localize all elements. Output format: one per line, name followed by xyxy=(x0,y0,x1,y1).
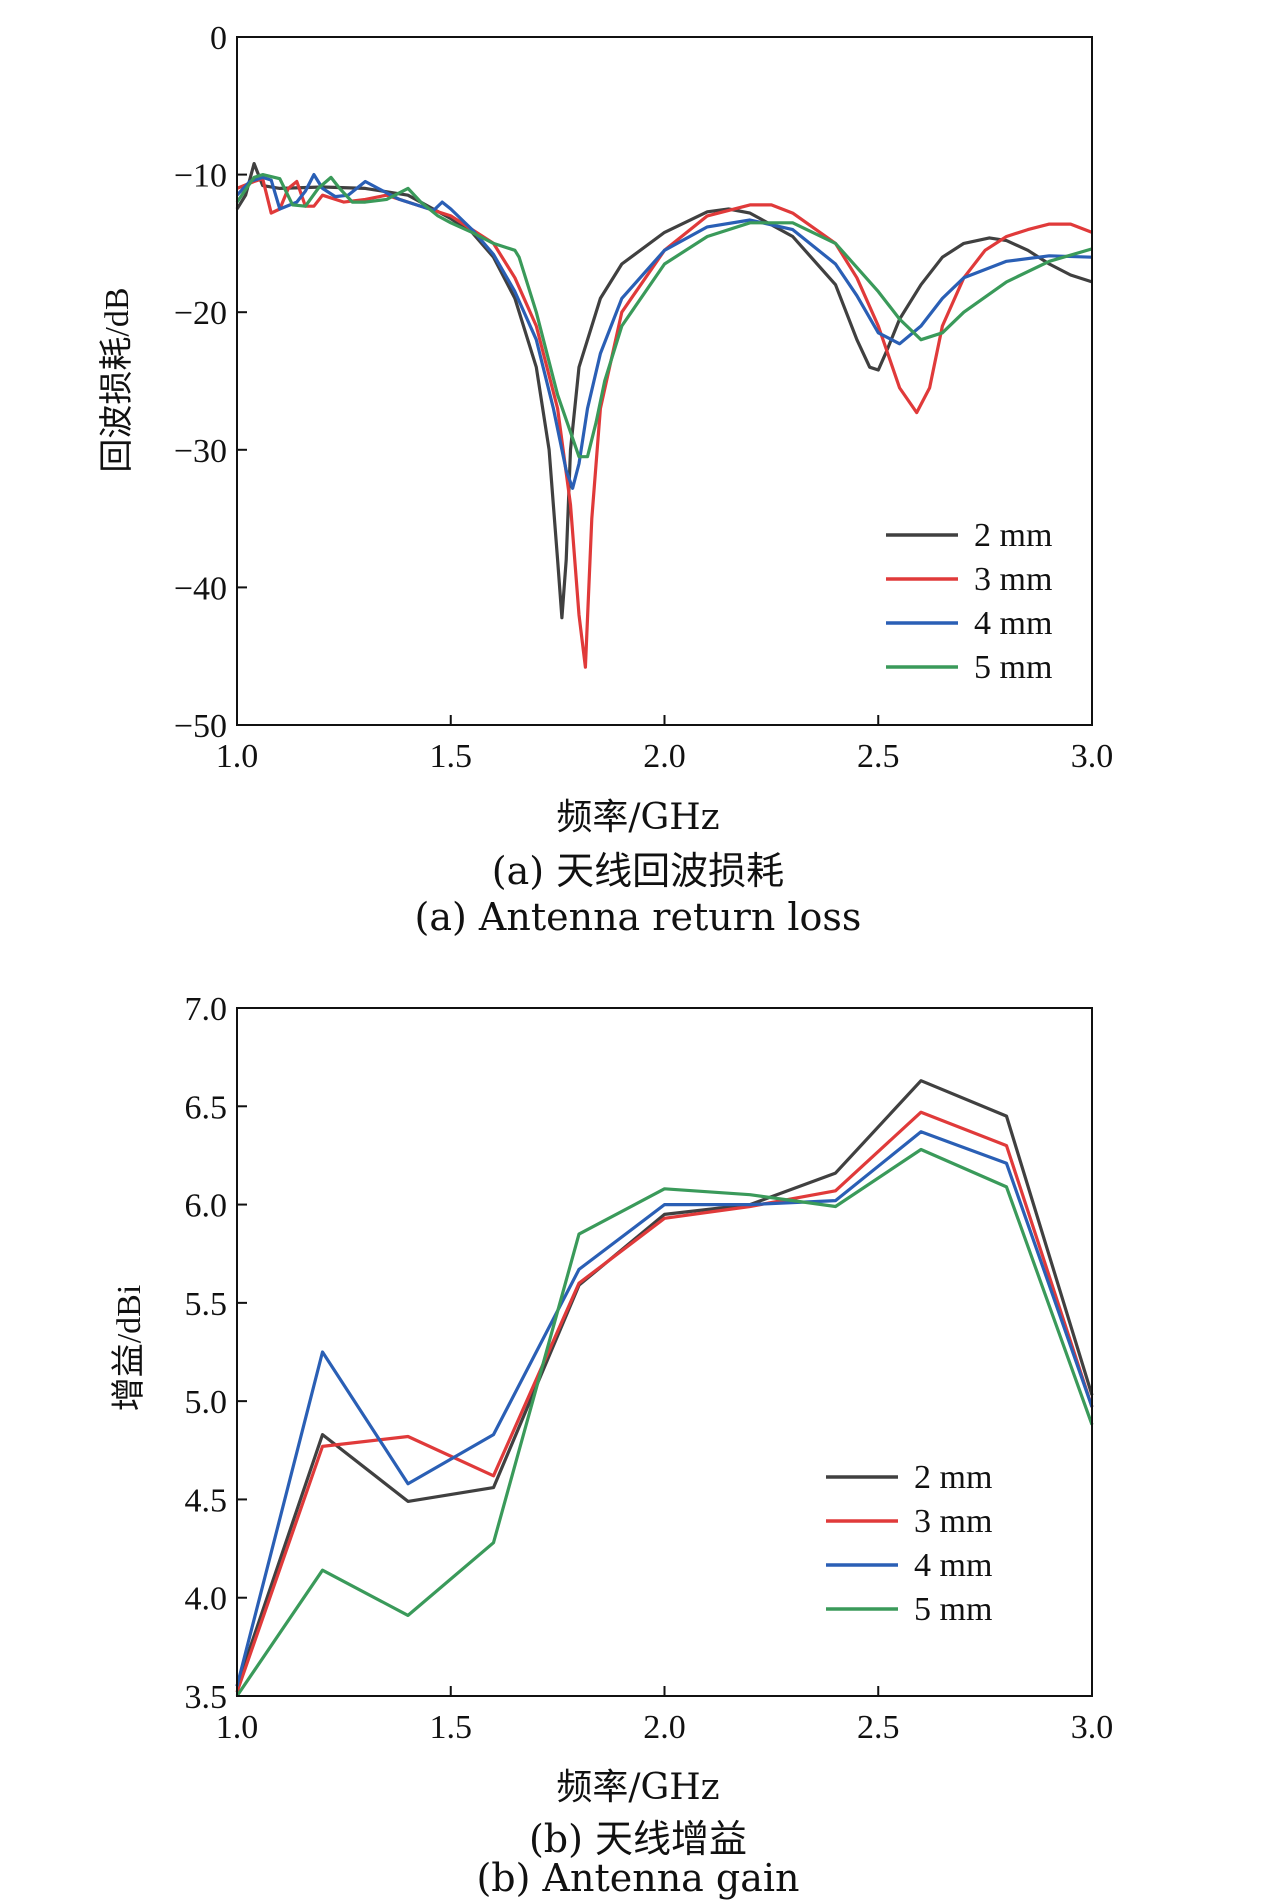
chart-b-legend-label: 3 mm xyxy=(914,1503,992,1540)
chart-a-ylabel: 回波损耗/dB xyxy=(98,287,136,472)
chart-b-caption-en: (b) Antenna gain xyxy=(476,1856,800,1900)
chart-b-legend: 2 mm 3 mm 4 mm 5 mm xyxy=(826,1459,992,1628)
chart-a-legend: 2 mm 3 mm 4 mm 5 mm xyxy=(886,517,1052,686)
chart-b-y-tick-label: 5.5 xyxy=(185,1286,228,1323)
chart-a-legend-label: 3 mm xyxy=(974,561,1052,598)
chart-b-legend-label: 4 mm xyxy=(914,1547,992,1584)
chart-b-series-lines xyxy=(235,1079,1094,1697)
chart-b-x-tick-label: 3.0 xyxy=(1071,1709,1114,1746)
chart-a-caption-en: (a) Antenna return loss xyxy=(414,895,862,939)
chart-b-y-tick-label: 6.5 xyxy=(185,1089,228,1126)
chart-a-legend-label: 4 mm xyxy=(974,605,1052,642)
chart-b-x-tick-label: 2.5 xyxy=(857,1709,900,1746)
chart-b-xlabel-text: 频率/GHz xyxy=(556,1767,720,1808)
chart-a-y-tick-label: −50 xyxy=(174,708,227,745)
chart-a-x-tick-label: 2.0 xyxy=(643,738,686,775)
return-loss-chart: 回波损耗/dB 频率/GHz 1.01.52.02.53.00−10−20−30… xyxy=(98,20,1113,775)
chart-a-y-tick-label: 0 xyxy=(210,20,227,57)
chart-a-y-axis-label: 回波损耗/dB xyxy=(98,287,136,472)
chart-b-series-line-2mm xyxy=(235,1079,1094,1687)
chart-a-x-tick-label: 3.0 xyxy=(1071,738,1114,775)
chart-b-ticks: 1.0 1.5 2.0 2.5 3.0 7.0 6.5 6.0 5.5 5.0 4.5 4.0 3.5 xyxy=(185,991,1114,1746)
chart-b-x-tick-label: 1.0 xyxy=(216,1709,259,1746)
chart-a-y-tick-label: −10 xyxy=(174,158,227,195)
chart-a-series-line-5mm xyxy=(235,173,1093,459)
chart-b-x-tick-label: 2.0 xyxy=(643,1709,686,1746)
chart-b-x-tick-label: 1.5 xyxy=(430,1709,473,1746)
chart-a-x-tick-label: 1.5 xyxy=(430,738,473,775)
chart-b-y-tick-label: 4.5 xyxy=(185,1482,228,1519)
chart-b-y-tick-label: 6.0 xyxy=(185,1188,228,1225)
chart-b-y-axis-label: 增益/dBi xyxy=(110,1285,148,1412)
chart-a-plot-frame xyxy=(236,36,1093,726)
chart-a-caption-cn: (a) 天线回波损耗 xyxy=(491,849,785,893)
chart-a-series-line-4mm xyxy=(235,173,1093,490)
chart-b-legend-label: 2 mm xyxy=(914,1459,992,1496)
chart-b-y-tick-label: 5.0 xyxy=(185,1384,228,1421)
chart-a-xlabel-text: 频率/GHz xyxy=(556,797,720,838)
chart-b-series-line-5mm xyxy=(235,1147,1094,1697)
chart-a-y-tick-label: −20 xyxy=(174,295,227,332)
chart-a-ticks: 1.0 1.5 2.0 2.5 3.0 0 −10 −20 −30 −40 −50 xyxy=(174,20,1113,775)
chart-b-ylabel: 增益/dBi xyxy=(110,1285,148,1412)
chart-b-plot-frame xyxy=(236,1007,1093,1697)
chart-b-caption-cn: (b) 天线增益 xyxy=(528,1817,748,1861)
gain-chart: 增益/dBi 1.0 1.5 2.0 2.5 3.0 7.0 6.5 6.0 5.5 5.0 4.5… xyxy=(110,991,1114,1746)
chart-b-y-tick-label: 7.0 xyxy=(185,991,228,1028)
chart-a-series-lines xyxy=(235,162,1093,669)
chart-a-legend-label: 2 mm xyxy=(974,517,1052,554)
chart-a-y-tick-label: −40 xyxy=(174,570,227,607)
chart-a-y-tick-label: −30 xyxy=(174,433,227,470)
chart-a-series-line-2mm xyxy=(235,162,1093,620)
chart-b-y-tick-label: 4.0 xyxy=(185,1581,228,1618)
chart-b-series-line-4mm xyxy=(235,1130,1094,1687)
chart-a-legend-label: 5 mm xyxy=(974,649,1052,686)
chart-a-x-tick-label: 2.5 xyxy=(857,738,900,775)
chart-b-legend-label: 5 mm xyxy=(914,1591,992,1628)
chart-a-x-tick-label: 1.0 xyxy=(216,738,259,775)
chart-b-y-tick-label: 3.5 xyxy=(185,1679,228,1716)
